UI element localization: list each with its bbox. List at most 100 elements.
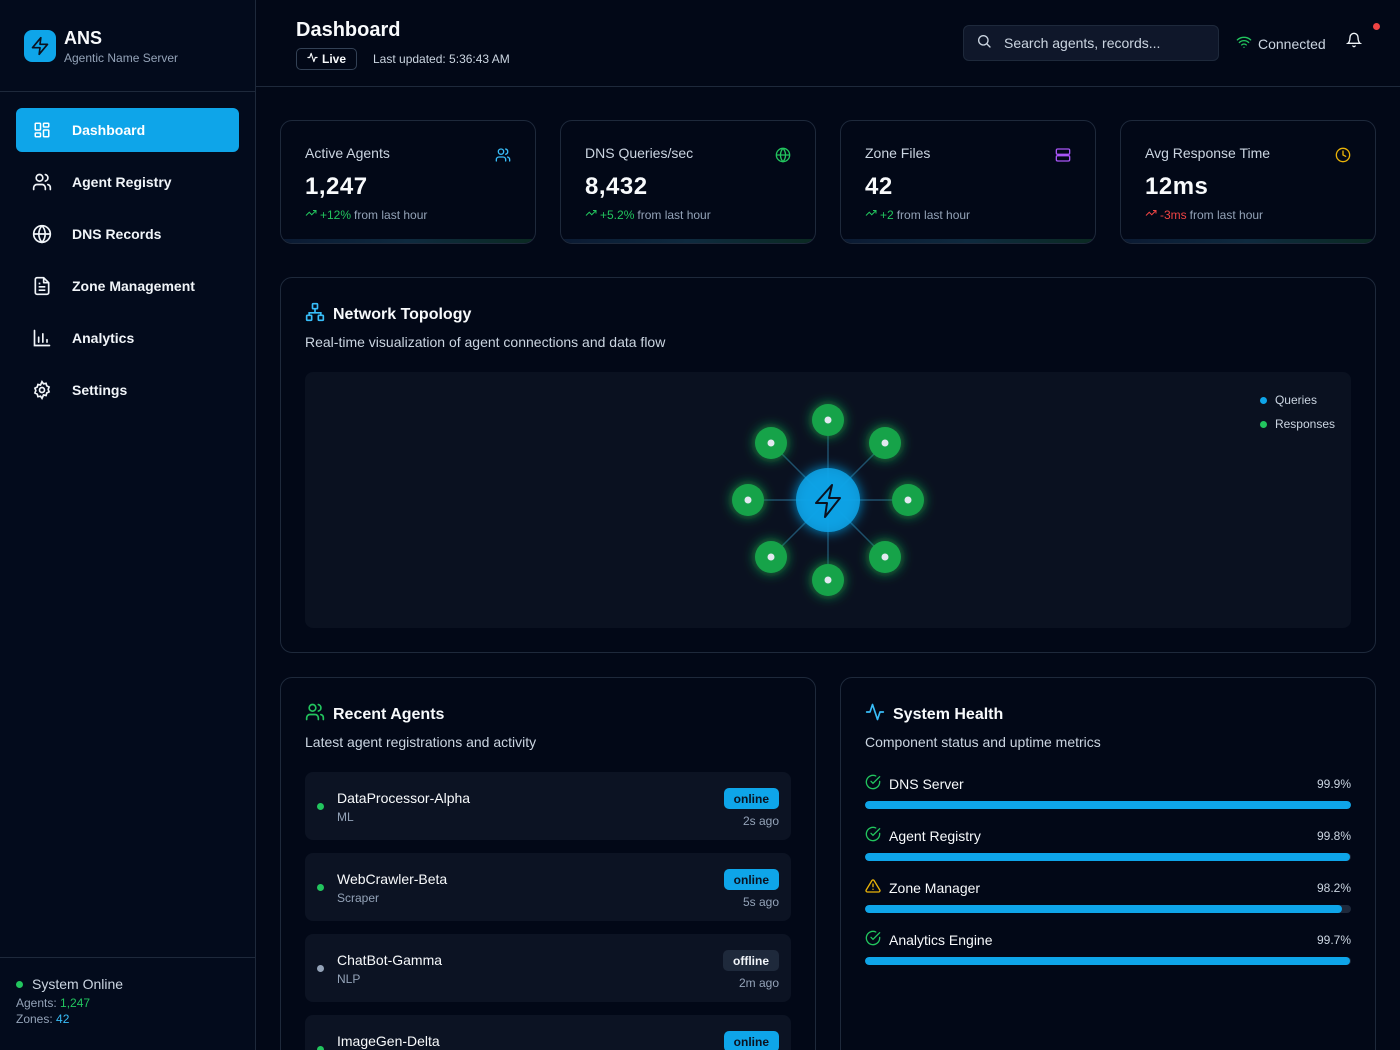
stat-card-zone-files: Zone Files 42 +2 from last hour [840, 120, 1096, 244]
list-item[interactable]: DataProcessor-Alpha ML online 2s ago [305, 772, 791, 840]
stat-change-suffix: from last hour [637, 207, 711, 222]
system-health-title: System Health [893, 705, 1004, 723]
stat-title: Active Agents [305, 145, 390, 161]
trending-up-icon [865, 207, 877, 222]
stat-value: 42 [865, 173, 893, 200]
recent-agents-card: Recent Agents Latest agent registrations… [280, 677, 816, 1050]
sidebar-item-zone-management[interactable]: Zone Management [16, 264, 239, 308]
legend-label: Responses [1274, 417, 1335, 431]
stat-change-suffix: from last hour [354, 207, 428, 222]
agent-name: DataProcessor-Alpha [337, 790, 471, 806]
status-dot [317, 965, 324, 972]
stat-change: +2 from last hour [865, 207, 1071, 222]
section-title: System Health [865, 702, 1351, 727]
recent-agents-title: Recent Agents [333, 705, 445, 723]
legend-label: Queries [1274, 393, 1317, 407]
health-name: Zone Manager [889, 879, 981, 896]
sidebar-nav: Dashboard Agent Registry DNS Records Zon… [0, 92, 255, 436]
central-node [796, 468, 860, 532]
stat-change-value: +5.2% [600, 207, 635, 222]
health-uptime: 98.2% [1316, 881, 1351, 895]
health-row-zone-manager: Zone Manager 98.2% [865, 878, 1351, 918]
status-badge: online [723, 869, 779, 890]
stat-change-value: -3ms [1160, 207, 1187, 222]
page-title: Dashboard [296, 19, 401, 41]
agents-count-label: Agents: [16, 996, 61, 1010]
health-row-analytics-engine: Analytics Engine 99.7% [865, 930, 1351, 970]
topology-canvas[interactable]: Queries Responses [305, 372, 1351, 628]
zones-count-value: 42 [56, 1012, 70, 1026]
health-row-dns-server: DNS Server 99.9% [865, 774, 1351, 814]
system-health-subtitle: Component status and uptime metrics [865, 734, 1101, 750]
search-input[interactable] [1004, 35, 1204, 51]
sidebar-item-settings[interactable]: Settings [16, 368, 239, 412]
health-uptime: 99.8% [1316, 829, 1351, 843]
search-icon [976, 33, 992, 54]
zones-count: Zones: 42 [16, 1012, 239, 1026]
system-status: System Online [16, 976, 239, 992]
topology-graph [732, 404, 924, 596]
check-circle-icon [865, 930, 881, 949]
wifi-icon [1236, 34, 1252, 53]
stat-value: 8,432 [585, 173, 648, 200]
network-icon [305, 302, 325, 327]
activity-icon [307, 52, 318, 66]
uptime-bar-fill [865, 801, 1351, 809]
status-dot [317, 1046, 324, 1050]
zones-count-label: Zones: [16, 1012, 57, 1026]
sidebar-item-label: Agent Registry [72, 174, 172, 190]
agent-type: Scraper [337, 891, 380, 905]
globe-icon [775, 147, 791, 163]
stat-change: +12% from last hour [305, 207, 511, 222]
stat-change: +5.2% from last hour [585, 207, 791, 222]
recent-agents-subtitle: Latest agent registrations and activity [305, 734, 537, 750]
stat-card-avg-response: Avg Response Time 12ms -3ms from last ho… [1120, 120, 1376, 244]
agents-count-value: 1,247 [60, 996, 91, 1010]
dashboard-icon [32, 120, 52, 140]
list-item[interactable]: ChatBot-Gamma NLP offline 2m ago [305, 934, 791, 1002]
legend-dot [1259, 396, 1267, 404]
live-label: Live [322, 52, 347, 66]
stat-title: DNS Queries/sec [585, 145, 694, 161]
health-row-agent-registry: Agent Registry 99.8% [865, 826, 1351, 866]
list-item[interactable]: ImageGen-Delta online [305, 1015, 791, 1050]
sidebar-item-label: DNS Records [72, 226, 162, 242]
gear-icon [32, 380, 52, 400]
uptime-bar [865, 957, 1351, 965]
agent-time: 5s ago [742, 895, 779, 909]
uptime-bar [865, 905, 1351, 913]
search-box[interactable] [963, 25, 1219, 61]
topology-legend: Queries Responses [1259, 388, 1335, 436]
sidebar-item-label: Dashboard [72, 122, 146, 138]
check-circle-icon [865, 774, 881, 793]
connection-status: Connected [1236, 34, 1326, 53]
uptime-bar-fill [865, 853, 1351, 861]
agent-time: 2s ago [742, 814, 779, 828]
sidebar-item-agent-registry[interactable]: Agent Registry [16, 160, 239, 204]
app-subtitle: Agentic Name Server [64, 50, 179, 65]
bell-icon[interactable] [1345, 32, 1366, 52]
list-item[interactable]: WebCrawler-Beta Scraper online 5s ago [305, 853, 791, 921]
agent-name: WebCrawler-Beta [337, 871, 448, 887]
sidebar-item-dashboard[interactable]: Dashboard [16, 108, 239, 152]
health-name: DNS Server [889, 775, 964, 792]
clock-icon [1335, 147, 1351, 163]
sidebar-item-analytics[interactable]: Analytics [16, 316, 239, 360]
users-icon [305, 702, 325, 727]
stat-card-active-agents: Active Agents 1,247 +12% from last hour [280, 120, 536, 244]
check-circle-icon [865, 826, 881, 845]
stat-change: -3ms from last hour [1145, 207, 1351, 222]
sidebar-item-dns-records[interactable]: DNS Records [16, 212, 239, 256]
health-name: Analytics Engine [889, 931, 993, 948]
last-updated: Last updated: 5:36:43 AM [373, 52, 510, 66]
zap-icon [24, 29, 56, 62]
agent-time: 2m ago [738, 976, 779, 990]
status-dot [317, 803, 324, 810]
section-title: Recent Agents [305, 702, 791, 727]
stat-card-dns-queries: DNS Queries/sec 8,432 +5.2% from last ho… [560, 120, 816, 244]
brand: ANS Agentic Name Server [0, 0, 255, 92]
notification-dot [1373, 23, 1380, 30]
connection-label: Connected [1258, 35, 1326, 52]
bar-chart-icon [32, 328, 52, 348]
network-topology-card: Network Topology Real-time visualization… [280, 277, 1376, 653]
